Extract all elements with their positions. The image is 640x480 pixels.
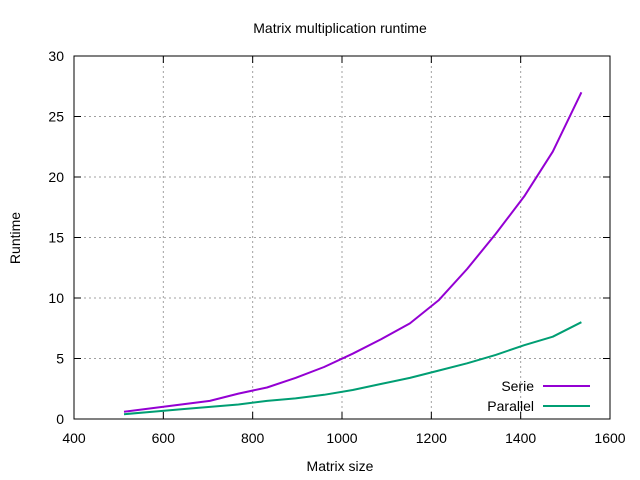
y-tick-label: 30 [48,48,64,64]
x-tick-label: 1400 [505,430,536,446]
y-tick-label: 25 [48,109,64,125]
grid [74,56,610,419]
series-line-parallel [123,321,582,416]
x-tick-label: 400 [62,430,86,446]
x-tick-label: 800 [241,430,265,446]
y-tick-label: 10 [48,290,64,306]
x-tick-label: 600 [152,430,176,446]
y-tick-label: 0 [56,411,64,427]
x-tick-label: 1200 [416,430,447,446]
series-line-serie [123,91,583,413]
y-tick-label: 20 [48,169,64,185]
x-axis-label: Matrix size [307,458,374,474]
x-tick-label: 1000 [326,430,357,446]
chart-title: Matrix multiplication runtime [253,20,427,36]
x-tick-label: 1600 [594,430,625,446]
legend-label-serie: Serie [501,378,534,394]
legend: Serie Parallel [487,378,590,414]
y-tick-label: 15 [48,230,64,246]
series-lines [123,91,583,416]
y-tick-label: 5 [56,351,64,367]
legend-label-parallel: Parallel [487,398,534,414]
axis-ticks: 400 600 800 1000 1200 1400 1600 0 5 10 15 20 25 30 [48,48,625,446]
y-axis-label: Runtime [7,212,23,264]
